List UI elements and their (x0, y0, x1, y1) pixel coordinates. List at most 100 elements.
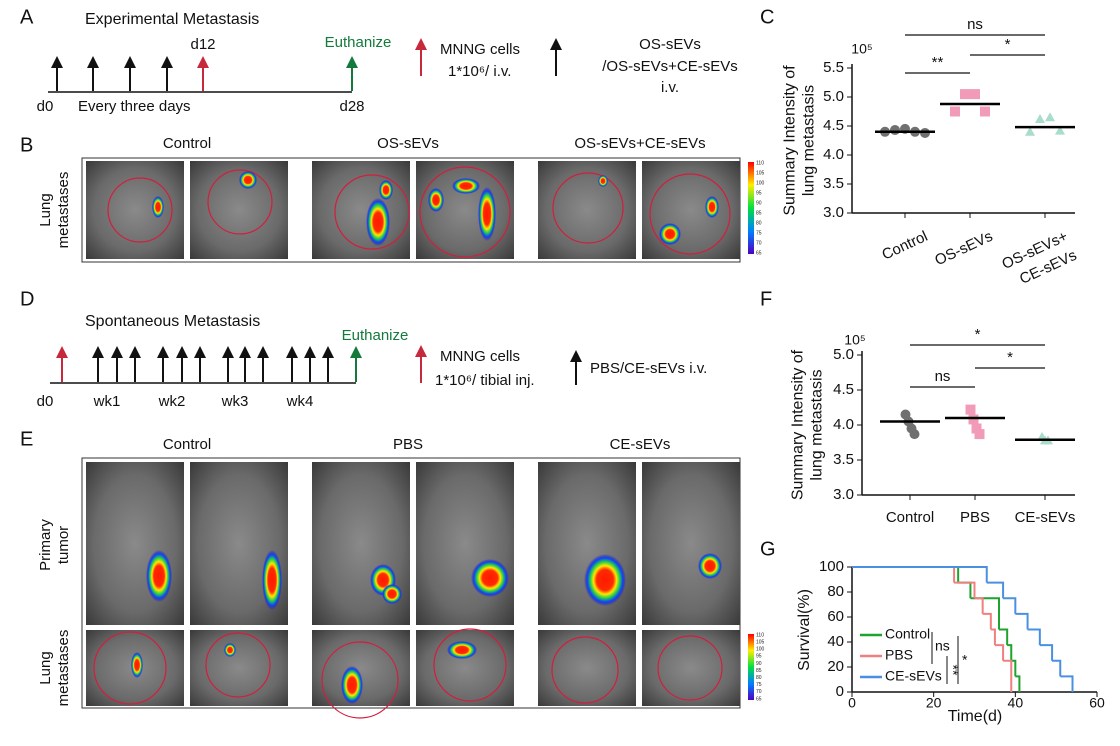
label: 0 (836, 683, 844, 700)
data-point (980, 106, 990, 117)
label: 90 (756, 661, 762, 667)
roi-circle (93, 631, 167, 705)
label: 4.0 (833, 416, 854, 433)
image (416, 462, 514, 625)
label: wk1 (93, 393, 121, 410)
data-point (890, 125, 900, 136)
roi-circle (657, 635, 723, 701)
survival-step (994, 644, 1005, 661)
label: * (962, 652, 968, 668)
arrow-head (415, 345, 427, 357)
label: E (20, 428, 33, 450)
data-point (909, 429, 920, 440)
label: wk4 (286, 393, 314, 410)
x-tick-label: Control (879, 228, 930, 264)
signal (452, 178, 480, 194)
arrow-head (129, 346, 141, 358)
label: 105 (756, 639, 765, 645)
signal (698, 553, 722, 579)
survival-step (1015, 612, 1029, 630)
label: 110 (756, 632, 764, 638)
label: 1*10⁶/ i.v. (448, 63, 511, 80)
data-point (968, 414, 979, 425)
image (416, 161, 514, 259)
label: 100 (756, 180, 765, 186)
arrow-head (239, 346, 251, 358)
survival-step (982, 612, 992, 630)
label: 3.0 (833, 486, 854, 503)
label: Control (163, 436, 211, 453)
label: D (20, 288, 34, 310)
label: * (975, 326, 981, 343)
label: 20 (926, 695, 942, 711)
label: wk3 (221, 393, 249, 410)
arrow-head (304, 346, 316, 358)
label: 95 (756, 654, 762, 660)
rotated-label: Lung metastases (37, 172, 72, 249)
label: 75 (756, 230, 762, 236)
y-axis-label: Summary Intensity of lung metastasis (782, 65, 818, 216)
image (642, 161, 740, 259)
label: Summary Intensity of (790, 349, 807, 500)
roi-circle (205, 632, 271, 698)
signal (598, 175, 608, 187)
signal (382, 584, 402, 604)
signal (366, 198, 390, 246)
label: 20 (827, 658, 844, 675)
y-axis-label: Survival(%) (796, 589, 813, 671)
arrow-head (322, 346, 334, 358)
label: 4.5 (833, 381, 854, 398)
label: 90 (756, 200, 762, 206)
label: d12 (190, 36, 215, 53)
colorbar (748, 162, 754, 254)
label: Euthanize (342, 327, 409, 344)
arrow-head (51, 56, 63, 68)
label: 85 (756, 210, 762, 216)
label: 4.0 (823, 146, 844, 163)
label: MNNG cells (440, 41, 520, 58)
signal (239, 171, 257, 189)
survival-step (1003, 597, 1017, 614)
x-tick-label: OS-sEVs (932, 228, 995, 269)
arrow-head (124, 56, 136, 68)
label: ** (932, 54, 944, 71)
label: 5.5 (823, 59, 844, 76)
arrow-head (222, 346, 234, 358)
label: 75 (756, 682, 762, 688)
label: ns (935, 638, 950, 654)
label: CE-sEVs (1015, 509, 1076, 526)
label: 40 (827, 633, 844, 650)
arrow-head (550, 38, 562, 50)
label: Control (163, 135, 211, 152)
label: 4.5 (823, 117, 844, 134)
label: 80 (756, 220, 762, 226)
label: metastases (55, 630, 72, 707)
signal (659, 223, 681, 245)
image (86, 462, 184, 625)
label: 5.0 (823, 88, 844, 105)
label: lung metastasis (809, 369, 826, 480)
label: 100 (819, 558, 844, 575)
signal (428, 188, 444, 212)
label: 80 (827, 583, 844, 600)
label: 60 (827, 608, 844, 625)
label: ns (967, 16, 983, 33)
label: wk2 (158, 393, 186, 410)
label: 10⁵ (844, 332, 865, 348)
label: 0 (848, 695, 856, 711)
arrow-head (257, 346, 269, 358)
arrow-head (197, 56, 209, 68)
label: PBS (885, 647, 913, 663)
survival-step (852, 566, 988, 583)
data-point (950, 106, 960, 117)
arrow-head (286, 346, 298, 358)
roi-circle (334, 174, 410, 250)
image (86, 161, 184, 259)
label: Lung (37, 651, 54, 684)
signal (224, 643, 236, 657)
image (538, 630, 636, 706)
survival-step (1003, 659, 1013, 692)
survival-step (1011, 659, 1017, 677)
label: 5.0 (833, 346, 854, 363)
